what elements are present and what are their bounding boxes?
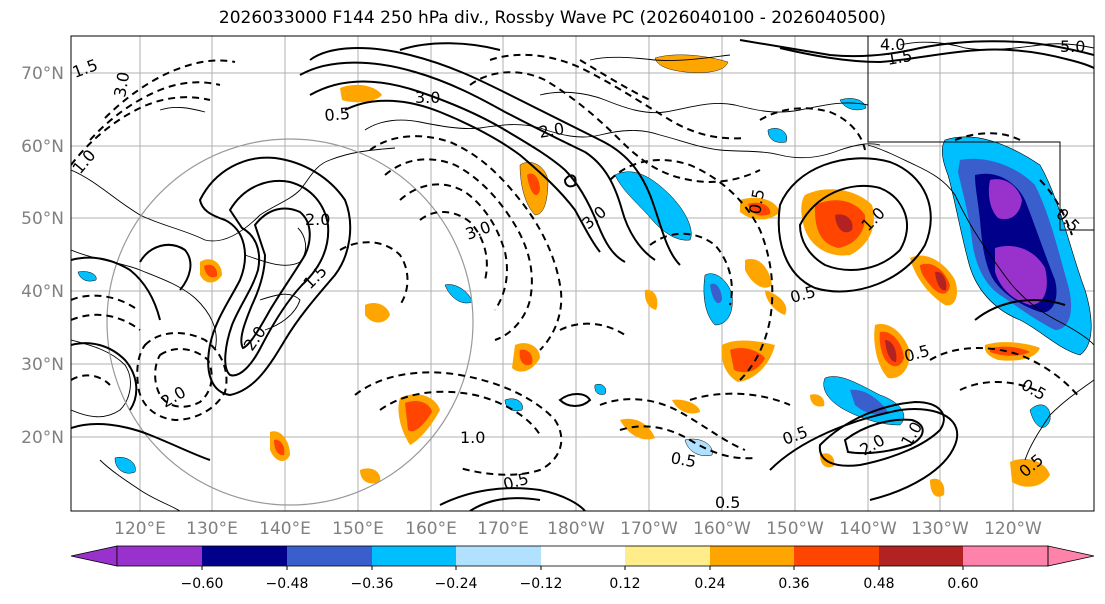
map-title: 2026033000 F144 250 hPa div., Rossby Wav… (218, 8, 887, 28)
colorbar-cell (456, 546, 541, 566)
colorbar-arrow-right (1047, 545, 1095, 567)
lat-label: 20°N (21, 428, 64, 448)
contour-label: 0.5 (324, 104, 351, 125)
colorbar: −0.60 −0.48 −0.36 −0.24 −0.12 0.12 0.24 … (70, 545, 1095, 592)
colorbar-cell (287, 546, 372, 566)
colorbar-tick-label: −0.24 (435, 576, 478, 592)
colorbar-arrow-left (70, 545, 118, 567)
lat-label: 30°N (21, 355, 64, 375)
colorbar-tick-label: 0.36 (778, 576, 809, 592)
dashed-contours (71, 53, 1081, 476)
solid-contours (71, 39, 1094, 511)
map-frame (70, 35, 1095, 512)
contour-label: 1.5 (885, 46, 913, 69)
colorbar-cell (879, 546, 963, 566)
lon-label: 170°E (477, 519, 529, 539)
lon-label: 160°E (405, 519, 457, 539)
contour-label: 0.5 (715, 493, 740, 512)
colorbar-tick-label: −0.48 (266, 576, 309, 592)
lon-label: 130°E (186, 519, 238, 539)
lon-label: 140°W (839, 519, 897, 539)
lon-label: 150°E (332, 519, 384, 539)
contour-label: 3.0 (415, 88, 440, 107)
lon-label: 120°E (114, 519, 166, 539)
lon-label: 160°W (693, 519, 751, 539)
colorbar-cell (202, 546, 287, 566)
reference-circle (106, 138, 474, 506)
colorbar-tick-label: 0.60 (947, 576, 978, 592)
colorbar-cell (794, 546, 879, 566)
lon-label: 170°W (620, 519, 678, 539)
lon-label: 140°E (259, 519, 311, 539)
lat-label: 70°N (21, 64, 64, 84)
lat-label: 40°N (21, 282, 64, 302)
lon-gridlines (139, 36, 1014, 511)
lat-label: 50°N (21, 209, 64, 229)
colorbar-cell (372, 546, 456, 566)
lat-gridlines (71, 72, 1094, 438)
lon-label: 150°W (766, 519, 824, 539)
colorbar-outline (116, 545, 1049, 567)
contour-label: 0.5 (745, 187, 768, 215)
colorbar-cell (117, 546, 202, 566)
colorbar-cell (710, 546, 794, 566)
colorbar-cell (541, 546, 625, 566)
contour-label: 2.0 (305, 210, 330, 229)
colorbar-cell (625, 546, 710, 566)
longitude-labels: 120°E 130°E 140°E 150°E 160°E 170°E 180°… (114, 519, 1042, 539)
colorbar-tick-label: 0.12 (609, 576, 640, 592)
colorbar-tick-label: −0.60 (181, 576, 224, 592)
lon-label: 180°W (547, 519, 605, 539)
latitude-labels: 70°N 60°N 50°N 40°N 30°N 20°N (21, 64, 64, 448)
contour-label: 4.0 (880, 35, 905, 54)
negative-divergence-shading (77, 98, 1092, 474)
region-box (867, 36, 1094, 231)
colorbar-tick-label: 0.24 (694, 576, 725, 592)
lon-label: 120°W (984, 519, 1042, 539)
colorbar-tick-marks (201, 566, 964, 570)
contour-label: 2.0 (537, 119, 565, 142)
colorbar-tick-label: −0.12 (520, 576, 563, 592)
colorbar-tick-label: −0.36 (351, 576, 394, 592)
contour-label: 0.5 (669, 448, 697, 471)
lon-label: 130°W (911, 519, 969, 539)
contour-label: 3.0 (110, 70, 133, 98)
colorbar-tick-label: 0.48 (863, 576, 894, 592)
lat-label: 60°N (21, 137, 64, 157)
colorbar-cell (963, 546, 1048, 566)
contour-label: 5.0 (1060, 37, 1085, 56)
contour-label: 1.0 (460, 428, 485, 447)
